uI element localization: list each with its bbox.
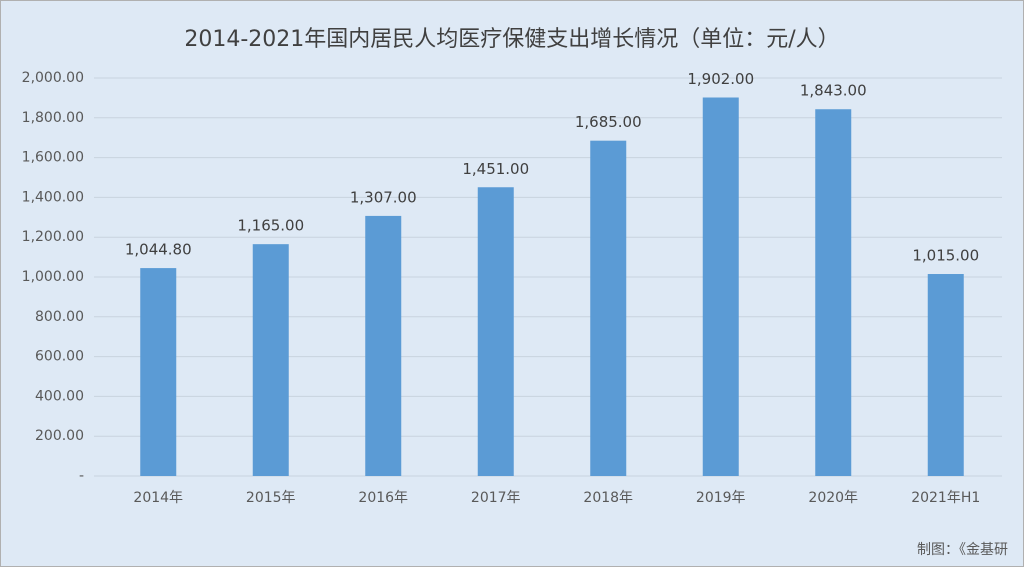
value-label: 1,015.00	[912, 247, 979, 265]
bar	[140, 268, 177, 476]
x-tick-label: 2020年	[808, 490, 858, 506]
x-tick-label: 2015年	[246, 490, 296, 506]
value-label: 1,044.80	[125, 241, 192, 259]
x-tick-label: 2018年	[583, 490, 633, 506]
value-label: 1,165.00	[237, 217, 304, 235]
y-tick-label: 1,800.00	[22, 110, 84, 126]
x-tick-label: 2021年H1	[911, 490, 980, 506]
source-note: 制图：《金基研	[917, 541, 1008, 558]
y-tick-label: 600.00	[35, 349, 84, 365]
y-tick-label: 1,600.00	[22, 150, 84, 166]
value-label: 1,685.00	[575, 113, 642, 131]
y-tick-label: 200.00	[35, 428, 84, 444]
bar	[815, 109, 852, 477]
value-label: 1,902.00	[687, 70, 754, 88]
value-label: 1,843.00	[800, 82, 867, 100]
value-label: 1,451.00	[462, 160, 529, 178]
x-tick-label: 2016年	[358, 490, 408, 506]
x-tick-label: 2019年	[696, 490, 746, 506]
x-tick-label: 2014年	[133, 490, 183, 506]
bar	[590, 140, 627, 476]
x-tick-label: 2017年	[471, 490, 521, 506]
bar	[477, 187, 514, 476]
y-tick-label: 1,000.00	[22, 269, 84, 285]
y-tick-label: -	[79, 468, 84, 484]
y-tick-label: 2,000.00	[22, 70, 84, 86]
bar	[702, 97, 739, 476]
bar	[927, 274, 964, 476]
y-tick-label: 800.00	[35, 309, 84, 325]
y-tick-label: 1,200.00	[22, 229, 84, 245]
bar	[365, 215, 402, 477]
chart-title: 2014-2021年国内居民人均医疗保健支出增长情况（单位：元/人）	[184, 27, 839, 52]
y-tick-label: 400.00	[35, 388, 84, 404]
value-label: 1,307.00	[350, 188, 417, 206]
bar	[252, 244, 289, 476]
y-tick-label: 1,400.00	[22, 189, 84, 205]
